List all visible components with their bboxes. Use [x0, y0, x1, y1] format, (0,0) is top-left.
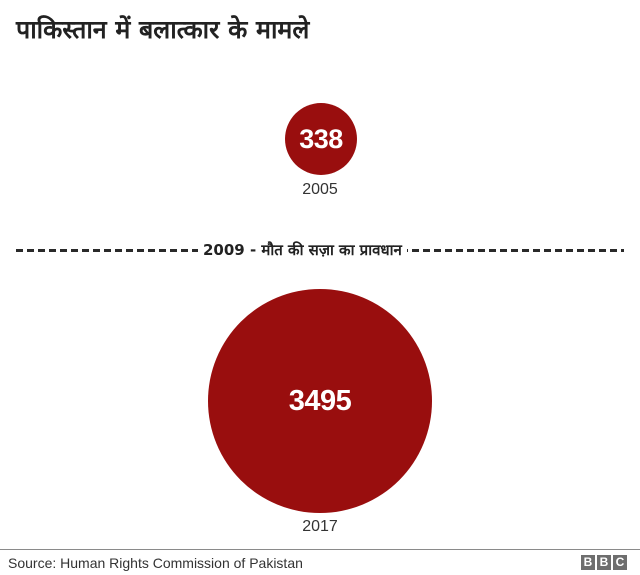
bubble-2005: 338	[285, 103, 357, 175]
bbc-logo-block: C	[613, 555, 627, 570]
divider-annotation: 2009 - मौत की सज़ा का प्रावधान	[198, 240, 407, 260]
source-note: Source: Human Rights Commission of Pakis…	[8, 555, 303, 571]
chart-title: पाकिस्तान में बलात्कार के मामले	[16, 15, 310, 44]
bubble-value-2017: 3495	[288, 384, 352, 417]
bubble-value-2005: 338	[299, 123, 343, 154]
year-label-2017: 2017	[302, 518, 338, 535]
year-label-2005: 2005	[302, 181, 338, 198]
bbc-logo-block: B	[581, 555, 595, 570]
bubble-2017: 3495	[208, 289, 432, 513]
bbc-logo: B B C	[581, 555, 627, 570]
bbc-logo-block: B	[597, 555, 611, 570]
footer-divider	[0, 549, 640, 550]
